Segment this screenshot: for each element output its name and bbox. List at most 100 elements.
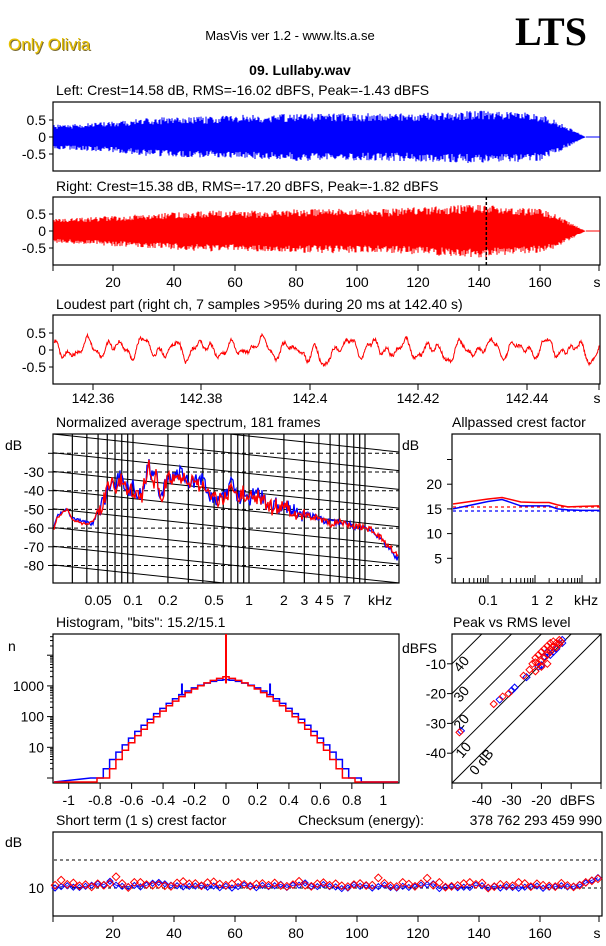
short-term-left-point — [136, 883, 145, 891]
app-title: MasVis ver 1.2 - www.lts.a.se — [205, 28, 375, 43]
short-term-left-point — [209, 882, 218, 890]
checksum-label: Checksum (energy): — [298, 812, 424, 828]
peak-rms-xtick-label: -30 — [501, 792, 521, 808]
crest-line-label: 40 — [450, 653, 472, 675]
crest-line — [452, 634, 483, 665]
short-term-right-point — [142, 880, 152, 890]
spectrum-xtick-label: 0.2 — [158, 592, 178, 608]
crest-ytick-label: 15 — [426, 501, 442, 517]
short-term-xtick-label: 60 — [227, 925, 243, 941]
short-term-right-point — [373, 873, 383, 883]
short-term-right-point — [318, 878, 328, 888]
peak-rms-right-point — [519, 671, 528, 680]
short-term-right-point — [264, 880, 274, 890]
short-term-left-point — [81, 882, 90, 891]
short-term-right-point — [129, 877, 139, 887]
histogram-xtick-label: 1 — [379, 792, 387, 808]
short-term-right-point — [117, 879, 127, 889]
spectrum-ytick-label: -30 — [24, 464, 44, 480]
left-channel-ytick-label: 0.5 — [27, 112, 47, 128]
crest-left-series — [452, 498, 599, 512]
short-term-right-point — [398, 877, 408, 887]
peak-rms-right-point — [537, 647, 546, 657]
short-term-right-point — [355, 879, 365, 889]
short-term-right-point — [135, 877, 145, 887]
left-channel-waveform — [53, 110, 600, 163]
peak-rms-left-point — [522, 673, 531, 682]
histogram-xtick-label: 0.8 — [342, 792, 362, 808]
peak-rms-right-point — [504, 689, 513, 698]
time-axis-label: 20 — [105, 274, 121, 290]
loudest-part-frame — [52, 314, 601, 385]
spectrum-slope-line — [53, 508, 399, 546]
peak-rms-right-point — [540, 644, 549, 654]
short-term-left-point — [179, 883, 187, 891]
short-term-right-point — [489, 882, 499, 892]
loudest-xtick-label: 142.42 — [397, 390, 440, 406]
loudest-xtick-label: 142.36 — [72, 390, 115, 406]
peak-rms-left-point — [510, 683, 519, 692]
peak-rms-ytick-label: -30 — [426, 715, 446, 731]
histogram-xtick-label: -0.8 — [88, 792, 112, 808]
right-channel-ytick-label: 0.5 — [27, 206, 47, 222]
spectrum-slope-line — [53, 0, 399, 3]
left-channel-title: Left: Crest=14.58 dB, RMS=-16.02 dBFS, P… — [56, 82, 429, 98]
short-term-right-point — [477, 878, 487, 888]
time-axis-label: 40 — [166, 274, 182, 290]
short-term-right-point — [239, 879, 249, 889]
crest-ylabel: dB — [402, 437, 419, 453]
loudest-part-waveform — [53, 332, 600, 368]
loudest-ytick-label: 0.5 — [27, 325, 47, 341]
spectrum-ylabel: dB — [5, 437, 22, 453]
short-term-left-point — [216, 884, 224, 892]
spectrum-ytick-label: -40 — [24, 483, 44, 499]
short-term-right-point — [410, 881, 420, 891]
short-term-left-point — [75, 883, 84, 892]
time-axis-label: 120 — [406, 274, 430, 290]
histogram-xtick-label: 0.6 — [311, 792, 331, 808]
time-axis-label: 80 — [288, 274, 304, 290]
short-term-right-point — [300, 880, 310, 890]
right-channel-waveform — [53, 205, 600, 258]
short-term-right-point — [190, 879, 200, 889]
peak-rms-xtick-label: -40 — [472, 792, 492, 808]
short-term-right-point — [166, 881, 176, 891]
short-term-right-point — [209, 877, 219, 887]
histogram-left-series — [53, 678, 398, 783]
left-channel-ytick-label: 0 — [38, 129, 46, 145]
peak-rms-xunit: dBFS — [560, 792, 595, 808]
loudest-xtick-label: 142.4 — [292, 390, 327, 406]
histogram-xtick-label: -0.2 — [182, 792, 206, 808]
crest-line-label: 20 — [450, 711, 472, 733]
crest-ytick-label: 10 — [426, 526, 442, 542]
short-term-right-point — [495, 879, 505, 889]
histogram-xtick-label: 0.2 — [248, 792, 268, 808]
short-term-right-point — [544, 881, 554, 891]
peak-rms-right-point — [534, 650, 543, 660]
short-term-left-point — [399, 882, 407, 891]
short-term-right-point — [111, 872, 121, 882]
checksum-value: 378 762 293 459 990 — [470, 812, 603, 828]
short-term-right-point — [93, 879, 103, 889]
spectrum-xtick-label: 5 — [326, 592, 334, 608]
spectrum-xtick-label: 7 — [343, 592, 351, 608]
short-term-right-point — [386, 881, 396, 891]
short-term-left-point — [514, 884, 523, 892]
crest-line — [452, 634, 601, 783]
short-term-right-point — [178, 877, 188, 887]
peak-rms-right-point — [555, 640, 564, 649]
spectrum-xtick-label: 0.05 — [84, 592, 111, 608]
peak-rms-ytick-label: -20 — [426, 686, 446, 702]
short-term-left-point — [161, 880, 169, 888]
spectrum-ytick-label: -50 — [24, 501, 44, 517]
short-term-right-point — [288, 880, 298, 890]
peak-rms-right-point — [537, 656, 546, 666]
short-term-right-point — [233, 877, 243, 887]
peak-rms-right-point — [543, 650, 552, 660]
spectrum-slope-line — [53, 470, 399, 509]
spectrum-xtick-label: 2 — [280, 592, 288, 608]
short-term-left-point — [508, 883, 517, 892]
crest-line-label: 10 — [452, 739, 474, 761]
peak-rms-right-point — [543, 659, 552, 669]
